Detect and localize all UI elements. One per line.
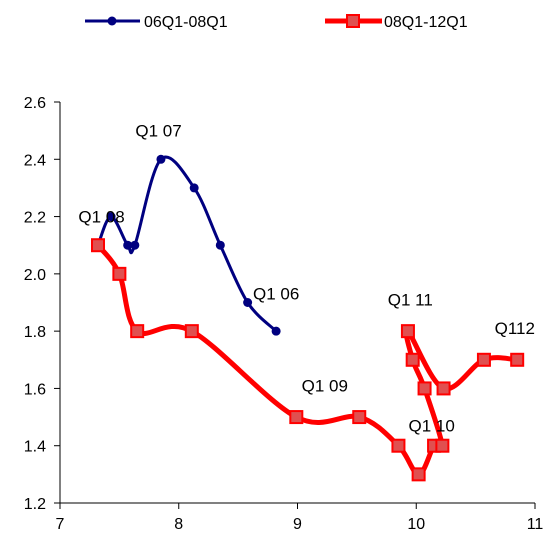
data-point (391, 438, 406, 453)
x-ticks: 7 8 9 10 11 (56, 503, 544, 533)
data-point (289, 410, 304, 425)
x-tick-label: 10 (407, 516, 425, 533)
y-tick-label: 1.2 (24, 496, 46, 513)
y-tick-label: 1.6 (24, 381, 46, 398)
annotation-label: Q1 06 (253, 285, 299, 304)
y-tick-label: 1.8 (24, 324, 46, 341)
legend: 06Q1-08Q1 08Q1-12Q1 (85, 14, 468, 31)
data-point (510, 352, 525, 367)
data-point (476, 352, 491, 367)
data-point (130, 324, 145, 339)
annotation-label: Q1 11 (388, 290, 433, 309)
annotation-label: Q1 07 (135, 121, 181, 140)
x-tick-label: 9 (293, 516, 302, 533)
annotation-label: Q1 10 (409, 416, 455, 435)
data-point (184, 324, 199, 339)
legend-marker-series-1 (346, 14, 360, 28)
series-0 (93, 154, 281, 336)
data-point (435, 438, 450, 453)
annotation-layer: Q1 06 Q1 07 Q1 08 Q1 09 Q1 10 Q1 11 Q112 (78, 121, 535, 435)
series-layer (91, 154, 525, 482)
data-point (243, 298, 253, 307)
x-tick-label: 11 (527, 516, 544, 533)
y-tick-label: 2.0 (24, 267, 46, 284)
data-point (130, 240, 140, 250)
data-point (123, 240, 133, 250)
data-point (411, 467, 426, 482)
data-point (112, 266, 127, 281)
legend-item-series-0: 06Q1-08Q1 (85, 14, 228, 31)
data-point (106, 212, 116, 222)
x-tick-label: 7 (56, 516, 65, 533)
y-tick-label: 2.6 (24, 95, 46, 112)
y-tick-label: 1.4 (24, 439, 46, 456)
annotation-label: Q1 09 (302, 376, 348, 395)
y-ticks: 1.2 1.4 1.6 1.8 2.0 2.2 2.4 2.6 (24, 95, 60, 513)
legend-item-series-1: 08Q1-12Q1 (325, 14, 468, 31)
data-point (156, 154, 166, 164)
y-tick-label: 2.2 (24, 210, 46, 227)
annotation-label: Q1 08 (78, 207, 124, 226)
data-point (352, 410, 367, 425)
data-point (91, 238, 105, 253)
x-tick-label: 8 (174, 516, 183, 533)
legend-marker-series-0 (107, 16, 117, 26)
data-point (400, 324, 415, 339)
series-line-1 (95, 242, 520, 477)
data-point (405, 352, 420, 367)
data-point (271, 326, 281, 336)
data-point (189, 183, 199, 193)
annotation-label: Q112 (495, 319, 535, 338)
data-point (417, 381, 432, 396)
legend-label-series-1: 08Q1-12Q1 (384, 14, 468, 31)
data-point (436, 381, 451, 396)
legend-label-series-0: 06Q1-08Q1 (144, 14, 228, 31)
y-tick-label: 2.4 (24, 152, 46, 169)
series-1 (91, 238, 525, 482)
data-point (215, 240, 225, 250)
